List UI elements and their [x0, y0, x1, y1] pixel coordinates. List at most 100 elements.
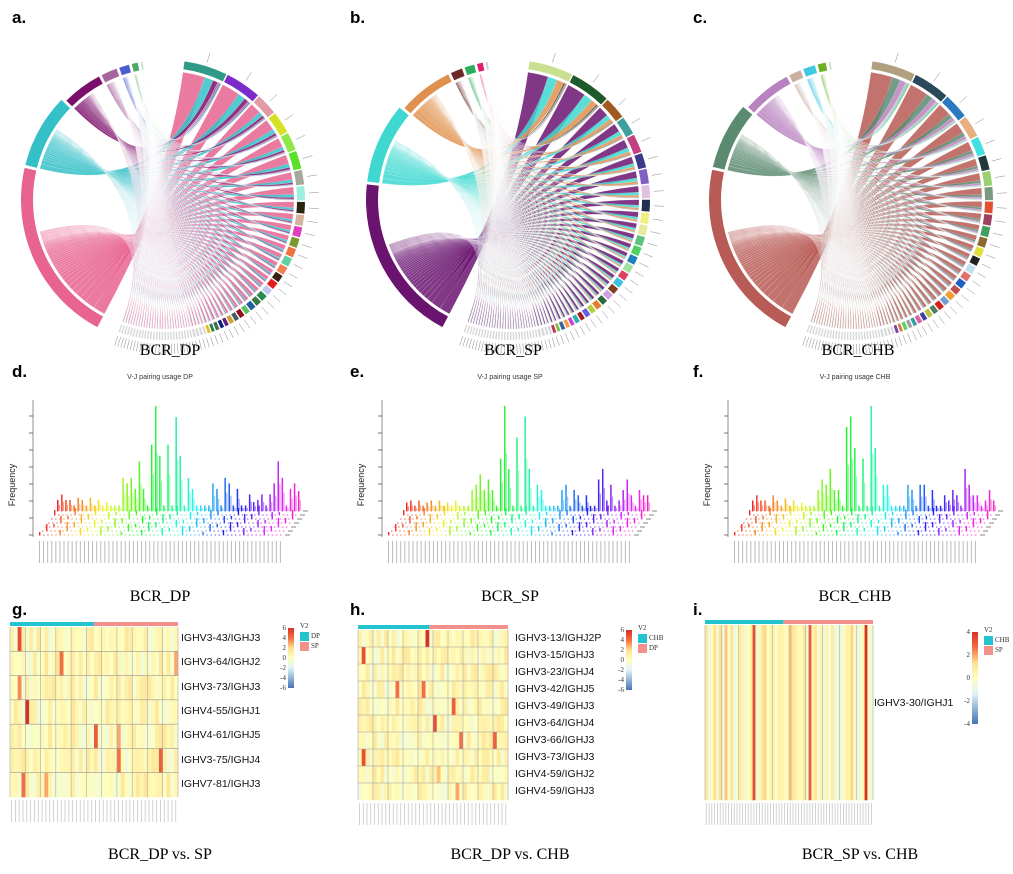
heatmap-cell: [90, 772, 95, 798]
bar: [644, 502, 646, 511]
panel-label-i: i.: [693, 600, 703, 619]
heatmap-cell: [421, 647, 426, 665]
sample-label-mark: [456, 803, 458, 825]
heatmap-cell: [21, 699, 26, 725]
x-tick-label-mark: [437, 541, 438, 563]
heatmap-cell: [478, 715, 483, 733]
sample-label-mark: [845, 803, 847, 825]
v-segment-label-mark: [927, 323, 933, 332]
v-segment-arc: [172, 331, 175, 340]
heatmap-cell: [136, 651, 141, 676]
v-segment-arc: [883, 327, 888, 337]
heatmap-cell: [814, 625, 818, 801]
bar: [220, 505, 222, 511]
bar: [95, 507, 97, 511]
heatmap-cell: [384, 664, 389, 682]
bar: [269, 494, 271, 511]
heatmap-cell: [113, 651, 118, 676]
group-annotation-bar: [429, 625, 508, 629]
heatmap-cell: [504, 766, 509, 784]
v-segment-label-mark: [880, 341, 883, 352]
heatmap-cell: [124, 675, 129, 701]
heatmap-cell: [36, 675, 41, 701]
heatmap-cell: [493, 681, 498, 699]
x-tick-label-mark: [116, 541, 118, 563]
heatmap-cell: [44, 651, 49, 676]
heatmap-g: [9, 622, 309, 822]
v-segment-arc: [175, 331, 178, 340]
heatmap-cell: [870, 625, 874, 801]
color-scale-tick: 2: [282, 644, 287, 652]
v-segment-arc: [167, 331, 169, 340]
v-segment-arc: [296, 201, 305, 214]
bar: [128, 510, 130, 519]
bar: [782, 508, 784, 511]
bar: [291, 510, 294, 519]
sample-label-mark: [426, 803, 428, 825]
bar: [181, 526, 184, 535]
bar: [788, 505, 791, 511]
v-segment-arc: [280, 132, 296, 153]
v-segment-arc: [523, 331, 527, 340]
v-segment-arc: [982, 170, 993, 187]
heatmap-cell: [376, 630, 381, 648]
heatmap-cell: [63, 748, 68, 774]
bar: [135, 510, 138, 515]
heatmap-cell: [418, 630, 423, 648]
bar: [891, 518, 893, 527]
bar: [77, 497, 79, 511]
x-tick-label-mark: [893, 541, 895, 563]
heatmap-cell: [29, 748, 34, 774]
heatmap-cell: [116, 675, 122, 701]
v-segment-arc: [924, 308, 933, 318]
v-segment-label-mark: [487, 342, 490, 353]
x-tick-label-mark: [481, 541, 483, 563]
bar: [595, 508, 597, 511]
v-segment-label-mark: [198, 339, 202, 350]
panel-label-d: d.: [12, 362, 28, 381]
v-segment-arc: [849, 331, 852, 340]
heatmap-cell: [440, 630, 445, 648]
bar: [460, 508, 463, 511]
heatmap-cell: [448, 749, 453, 767]
heatmap-cell: [166, 675, 171, 701]
v-segment-label-mark: [991, 158, 1002, 162]
x-tick-label-mark: [194, 541, 196, 563]
bar: [753, 505, 755, 511]
bar: [778, 505, 780, 511]
bar: [132, 492, 134, 511]
x-tick-label-mark: [181, 541, 183, 563]
bar: [850, 416, 852, 511]
x-tick-label-mark: [169, 541, 171, 563]
v-segment-label-mark: [478, 340, 481, 351]
bar: [816, 518, 818, 523]
heatmap-cell: [29, 627, 34, 652]
sample-label-mark: [753, 803, 755, 825]
bar: [446, 502, 449, 511]
heatmap-cell: [128, 724, 133, 749]
heatmap-cell: [451, 732, 456, 750]
x-tick-label-mark: [124, 541, 126, 563]
heatmap-cell: [55, 651, 60, 676]
v-segment-arc: [534, 329, 538, 338]
bar: [562, 499, 565, 511]
bar: [786, 504, 788, 511]
sample-label-mark: [404, 803, 405, 825]
heatmap-cell: [151, 748, 156, 774]
heatmap-cell: [470, 630, 475, 648]
heatmap-cell: [429, 766, 434, 784]
bar: [990, 499, 992, 511]
heatmap-cell: [406, 698, 411, 716]
bar: [531, 520, 534, 523]
heatmap-cell: [436, 630, 441, 648]
bar: [548, 505, 551, 511]
heatmap-cell: [842, 625, 846, 801]
heatmap-cell: [481, 766, 486, 784]
heatmap-cell: [380, 749, 385, 767]
bar: [455, 500, 457, 511]
sample-label-mark: [848, 803, 850, 825]
bar: [911, 490, 913, 511]
heatmap-cell: [403, 783, 408, 801]
legend-label: SP: [311, 642, 319, 650]
heatmap-cell: [429, 630, 434, 648]
